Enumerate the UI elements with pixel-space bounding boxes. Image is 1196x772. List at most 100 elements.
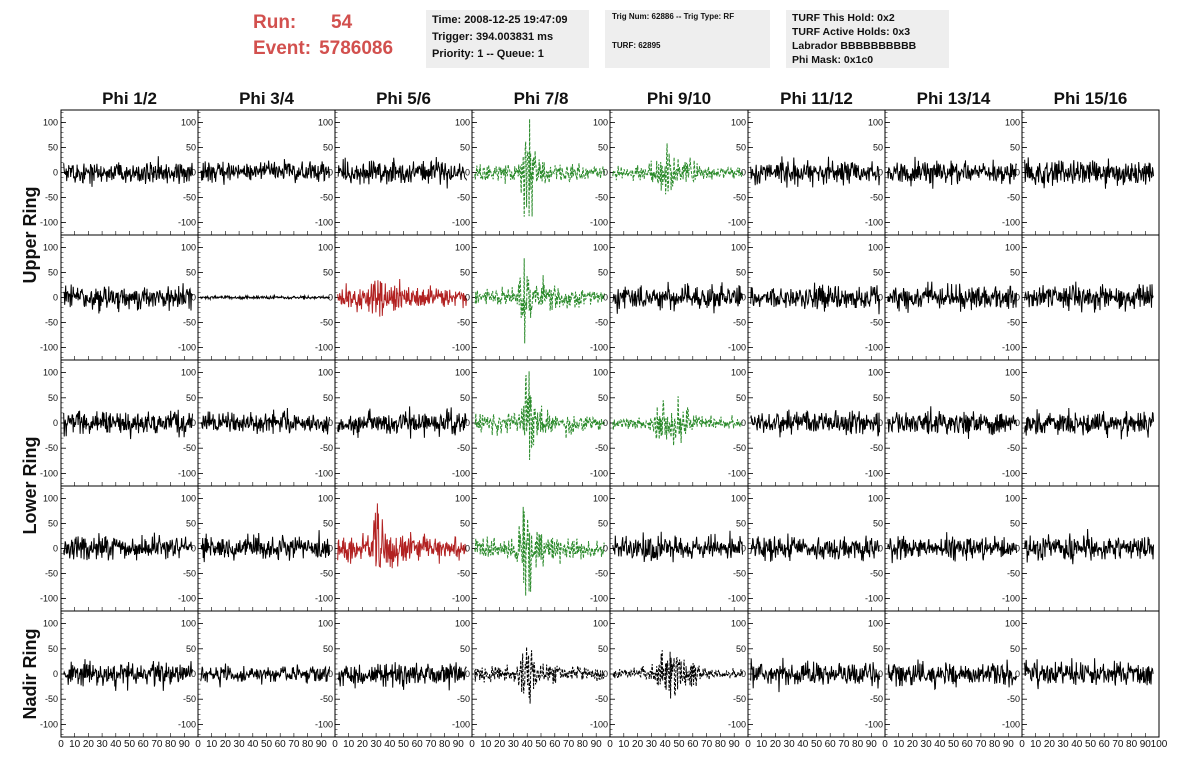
y-tick-label: 50 [460,519,470,529]
x-tick-label: 90 [1140,739,1152,750]
waveform-trace [1024,281,1154,313]
y-tick-label: 100 [318,118,333,128]
waveform-trace [63,409,193,440]
waveform-trace [337,662,467,691]
x-tick-label: 90 [729,739,741,750]
x-tick-label: 80 [989,739,1001,750]
x-tick-label: 30 [646,739,658,750]
y-tick-label: -50 [870,569,883,579]
y-tick-label: 50 [736,393,746,403]
y-tick-label: -100 [590,719,608,729]
y-tick-label: 50 [873,143,883,153]
waveform-trace [887,659,1017,691]
y-tick-label: 100 [318,494,333,504]
y-tick-label: 100 [455,243,470,253]
column-header: Phi 13/14 [917,89,991,108]
y-tick-label: 0 [878,293,883,303]
column-header: Phi 11/12 [780,89,853,108]
column-header: Phi 1/2 [102,89,157,108]
turf-hold-text: TURF This Hold: 0x2 [792,12,895,24]
y-tick-label: -50 [733,193,746,203]
x-tick-label: 40 [110,739,122,750]
y-tick-label: -100 [865,594,883,604]
y-tick-label: -50 [320,694,333,704]
waveform-trace [200,530,330,563]
x-tick-label: 0 [469,739,475,750]
x-tick-label: 60 [549,739,561,750]
y-tick-label: 50 [598,268,608,278]
x-tick-label: 30 [97,739,109,750]
waveform-trace [474,371,605,461]
y-tick-label: -50 [45,193,58,203]
y-tick-label: 0 [53,669,58,679]
waveform-trace [1024,528,1154,565]
x-tick-label: 90 [866,739,878,750]
column-header: Phi 15/16 [1054,89,1128,108]
y-tick-label: 50 [736,644,746,654]
y-tick-label: -50 [320,318,333,328]
y-tick-label: 100 [318,368,333,378]
y-tick-label: -50 [870,694,883,704]
x-tick-label: 30 [508,739,520,750]
y-tick-label: 0 [1015,418,1020,428]
y-tick-label: -100 [590,343,608,353]
y-tick-label: 0 [1015,168,1020,178]
x-tick-label: 10 [480,739,492,750]
y-tick-label: -100 [1002,468,1020,478]
y-tick-label: -100 [315,468,333,478]
column-header: Phi 7/8 [514,89,569,108]
y-tick-label: -50 [1007,318,1020,328]
y-tick-label: -50 [45,318,58,328]
y-tick-label: -100 [865,719,883,729]
y-tick-label: 100 [43,368,58,378]
x-tick-label: 20 [357,739,369,750]
y-tick-label: -50 [45,569,58,579]
waveform-trace [337,278,467,317]
y-tick-label: -50 [320,569,333,579]
y-tick-label: -50 [183,569,196,579]
y-tick-label: 50 [460,644,470,654]
y-tick-label: 0 [191,168,196,178]
y-tick-label: -100 [315,343,333,353]
waveform-trace [474,506,605,596]
event-value: 5786086 [319,38,394,59]
x-tick-label: 10 [206,739,218,750]
x-tick-label: 80 [1126,739,1138,750]
y-tick-label: -100 [40,343,58,353]
waveform-trace [63,156,193,187]
y-tick-label: 0 [603,418,608,428]
time-text: Time: 2008-12-25 19:47:09 [432,14,568,26]
labrador-text: Labrador BBBBBBBBBB [792,40,917,52]
y-tick-label: -100 [728,594,746,604]
y-tick-label: -50 [457,318,470,328]
x-tick-label: 60 [825,739,837,750]
x-tick-label: 30 [784,739,796,750]
y-tick-label: -100 [452,594,470,604]
y-tick-label: -100 [178,343,196,353]
y-tick-label: -100 [1002,719,1020,729]
y-tick-label: 0 [465,669,470,679]
waveform-trace [612,281,743,314]
run-label: Run: [253,12,297,33]
x-tick-label: 0 [195,739,201,750]
y-tick-label: 0 [191,669,196,679]
y-tick-label: 50 [736,519,746,529]
y-tick-label: -50 [870,318,883,328]
x-tick-label: 50 [535,739,547,750]
y-tick-label: 0 [741,293,746,303]
turf-info-box: TURF This Hold: 0x2 TURF Active Holds: 0… [786,10,949,68]
y-tick-label: -100 [728,719,746,729]
ring-label: Lower Ring [20,437,40,535]
y-tick-label: 100 [593,118,608,128]
x-tick-label: 40 [934,739,946,750]
ring-label: Upper Ring [20,187,40,284]
y-tick-label: -100 [1002,343,1020,353]
y-tick-label: -100 [315,719,333,729]
y-tick-label: -50 [183,318,196,328]
x-tick-label: 90 [179,739,191,750]
y-tick-label: 50 [598,143,608,153]
y-tick-label: 0 [603,168,608,178]
y-tick-label: -50 [595,193,608,203]
waveform-trace [750,657,880,693]
y-tick-label: -100 [865,343,883,353]
